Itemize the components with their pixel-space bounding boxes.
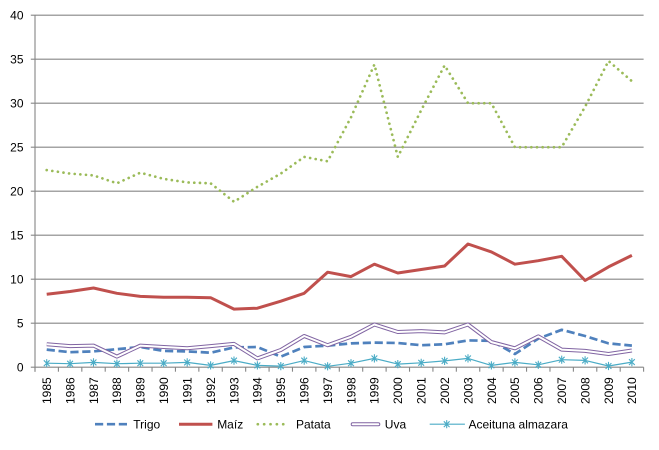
svg-text:2008: 2008 — [578, 377, 592, 404]
svg-text:10: 10 — [10, 273, 24, 287]
svg-text:1991: 1991 — [180, 377, 194, 404]
svg-text:1992: 1992 — [204, 377, 218, 404]
svg-text:Uva: Uva — [385, 417, 407, 431]
svg-text:2000: 2000 — [391, 377, 405, 404]
svg-text:15: 15 — [10, 229, 24, 243]
svg-text:25: 25 — [10, 141, 24, 155]
svg-text:1999: 1999 — [368, 377, 382, 404]
svg-text:2004: 2004 — [485, 377, 499, 404]
svg-text:2003: 2003 — [461, 377, 475, 404]
svg-text:1997: 1997 — [321, 377, 335, 404]
svg-text:2006: 2006 — [532, 377, 546, 404]
svg-text:Maíz: Maíz — [217, 417, 243, 431]
svg-text:30: 30 — [10, 97, 24, 111]
svg-text:1985: 1985 — [40, 377, 54, 404]
svg-text:Trigo: Trigo — [133, 417, 160, 431]
svg-text:2007: 2007 — [555, 377, 569, 404]
svg-text:1989: 1989 — [134, 377, 148, 404]
svg-text:20: 20 — [10, 185, 24, 199]
svg-text:0: 0 — [17, 361, 24, 375]
svg-text:2010: 2010 — [625, 377, 639, 404]
svg-text:1998: 1998 — [344, 377, 358, 404]
svg-text:5: 5 — [17, 317, 24, 331]
svg-text:1986: 1986 — [63, 377, 77, 404]
svg-text:2002: 2002 — [438, 377, 452, 404]
svg-text:2005: 2005 — [508, 377, 522, 404]
svg-text:40: 40 — [10, 9, 24, 23]
svg-text:2001: 2001 — [415, 377, 429, 404]
svg-text:1990: 1990 — [157, 377, 171, 404]
svg-text:Aceituna almazara: Aceituna almazara — [469, 417, 569, 431]
svg-text:2009: 2009 — [602, 377, 616, 404]
svg-text:1996: 1996 — [297, 377, 311, 404]
svg-text:1987: 1987 — [87, 377, 101, 404]
svg-text:1993: 1993 — [227, 377, 241, 404]
svg-text:Patata: Patata — [296, 417, 331, 431]
svg-text:1994: 1994 — [251, 377, 265, 404]
svg-text:35: 35 — [10, 53, 24, 67]
svg-text:1988: 1988 — [110, 377, 124, 404]
svg-text:1995: 1995 — [274, 377, 288, 404]
